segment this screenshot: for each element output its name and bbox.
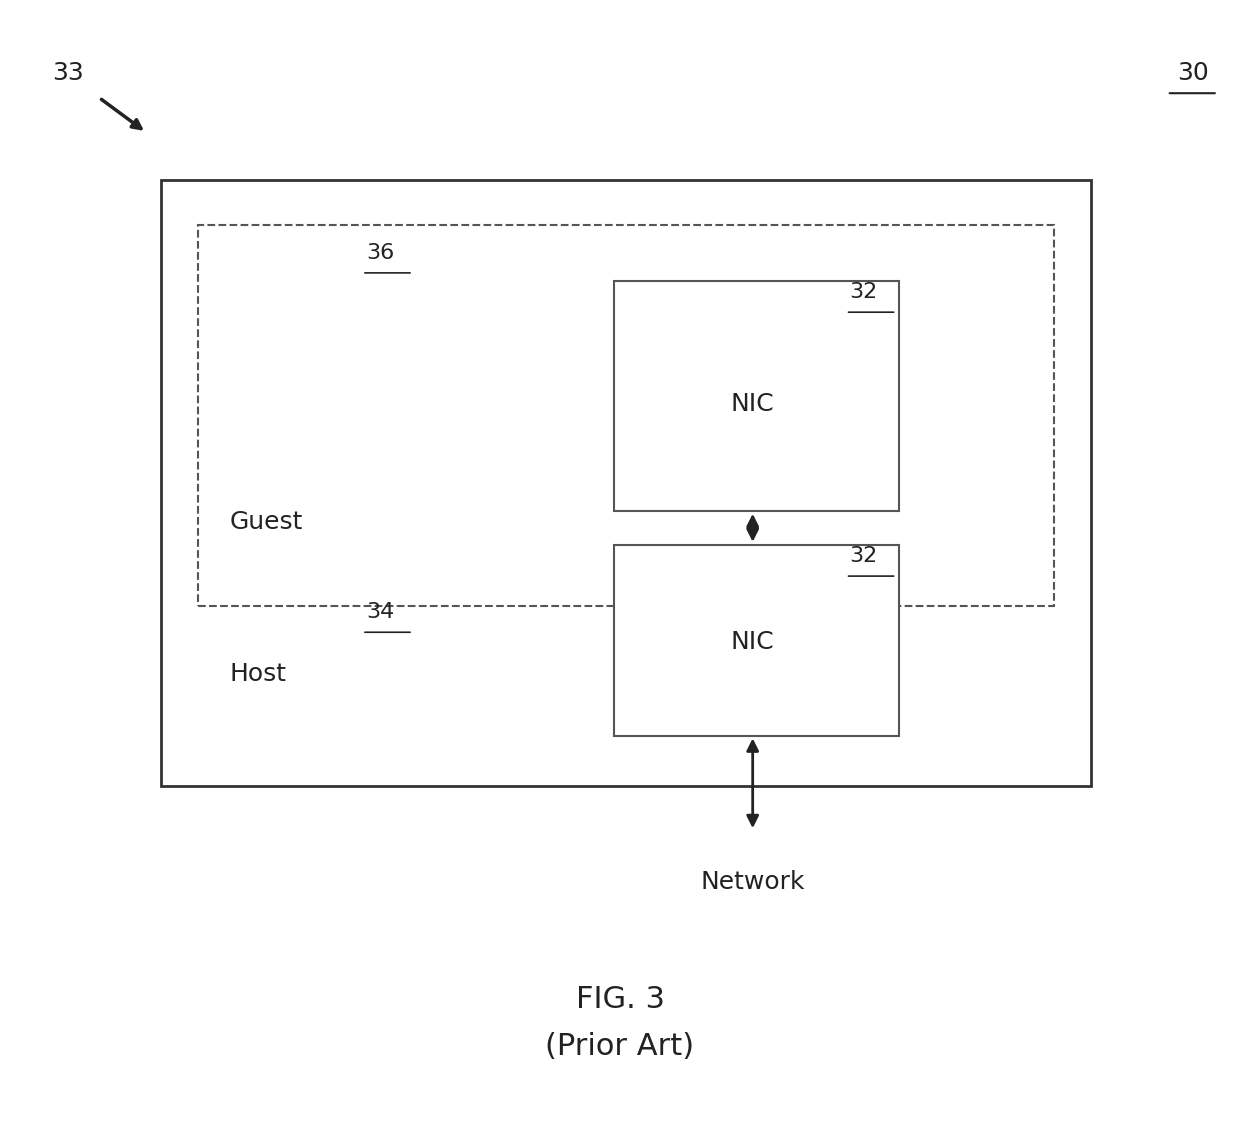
Text: NIC: NIC: [730, 392, 775, 417]
Text: 32: 32: [849, 282, 878, 302]
Text: Network: Network: [701, 870, 805, 894]
Text: Guest: Guest: [229, 510, 303, 535]
Text: 32: 32: [849, 546, 878, 566]
FancyBboxPatch shape: [161, 180, 1091, 786]
Text: (Prior Art): (Prior Art): [546, 1032, 694, 1061]
Text: NIC: NIC: [730, 630, 775, 655]
Text: Host: Host: [229, 661, 286, 686]
Text: 33: 33: [52, 61, 84, 85]
Text: 36: 36: [366, 243, 394, 263]
FancyBboxPatch shape: [198, 225, 1054, 606]
Text: 30: 30: [1177, 61, 1209, 85]
FancyBboxPatch shape: [614, 281, 899, 511]
FancyBboxPatch shape: [614, 545, 899, 736]
Text: 34: 34: [366, 602, 394, 622]
Text: FIG. 3: FIG. 3: [575, 985, 665, 1014]
